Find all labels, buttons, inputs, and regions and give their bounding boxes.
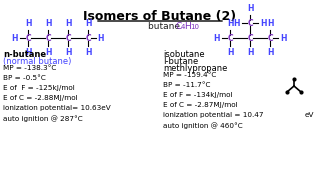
Text: n-butane: n-butane xyxy=(3,50,46,59)
Text: H: H xyxy=(247,48,253,57)
Text: Isomers of Butane (2): Isomers of Butane (2) xyxy=(84,10,236,23)
Text: E of F = -134kJ/mol: E of F = -134kJ/mol xyxy=(163,92,233,98)
Text: BP = -0.5°C: BP = -0.5°C xyxy=(3,75,46,81)
Text: 10: 10 xyxy=(190,24,199,30)
Text: H: H xyxy=(213,33,220,42)
Text: isobutane: isobutane xyxy=(163,50,204,59)
Text: auto ignition @ 460°C: auto ignition @ 460°C xyxy=(163,122,243,129)
Text: E of  F = -125kJ/mol: E of F = -125kJ/mol xyxy=(3,85,75,91)
Text: auto ignition @ 287°C: auto ignition @ 287°C xyxy=(3,115,83,122)
Text: H: H xyxy=(267,48,273,57)
Text: C: C xyxy=(176,22,182,31)
Text: C: C xyxy=(227,33,233,42)
Text: C: C xyxy=(247,33,253,42)
Text: H: H xyxy=(267,19,273,28)
Text: C: C xyxy=(267,33,273,42)
Text: H: H xyxy=(65,19,71,28)
Text: H: H xyxy=(85,19,91,28)
Text: 4: 4 xyxy=(181,24,185,30)
Text: H: H xyxy=(227,48,233,57)
Text: E of C = -2.88MJ/mol: E of C = -2.88MJ/mol xyxy=(3,95,78,101)
Text: H: H xyxy=(247,4,253,13)
Text: H: H xyxy=(185,22,191,31)
Text: H: H xyxy=(227,19,233,28)
Text: BP = -11.7°C: BP = -11.7°C xyxy=(163,82,211,88)
Text: H: H xyxy=(234,19,240,28)
Text: E of C = -2.87MJ/mol: E of C = -2.87MJ/mol xyxy=(163,102,238,108)
Text: (normal butane): (normal butane) xyxy=(3,57,71,66)
Text: C: C xyxy=(45,33,51,42)
Text: C: C xyxy=(65,33,71,42)
Text: C: C xyxy=(85,33,91,42)
Text: butane: butane xyxy=(148,22,183,31)
Text: eV: eV xyxy=(305,112,315,118)
Text: H: H xyxy=(65,48,71,57)
Text: ionization potential = 10.47: ionization potential = 10.47 xyxy=(163,112,263,118)
Text: H: H xyxy=(260,19,267,28)
Text: methlypropane: methlypropane xyxy=(163,64,228,73)
Text: H: H xyxy=(25,48,31,57)
Text: I-butane: I-butane xyxy=(163,57,198,66)
Text: H: H xyxy=(25,19,31,28)
Text: H: H xyxy=(280,33,286,42)
Text: H: H xyxy=(85,48,91,57)
Text: H: H xyxy=(45,48,51,57)
Text: H: H xyxy=(12,33,18,42)
Text: MP = -159.4°C: MP = -159.4°C xyxy=(163,72,216,78)
Text: ionization potential= 10.63eV: ionization potential= 10.63eV xyxy=(3,105,111,111)
Text: MP = -138.3°C: MP = -138.3°C xyxy=(3,65,56,71)
Text: C: C xyxy=(25,33,31,42)
Text: C: C xyxy=(247,19,253,28)
Text: H: H xyxy=(45,19,51,28)
Text: H: H xyxy=(97,33,103,42)
